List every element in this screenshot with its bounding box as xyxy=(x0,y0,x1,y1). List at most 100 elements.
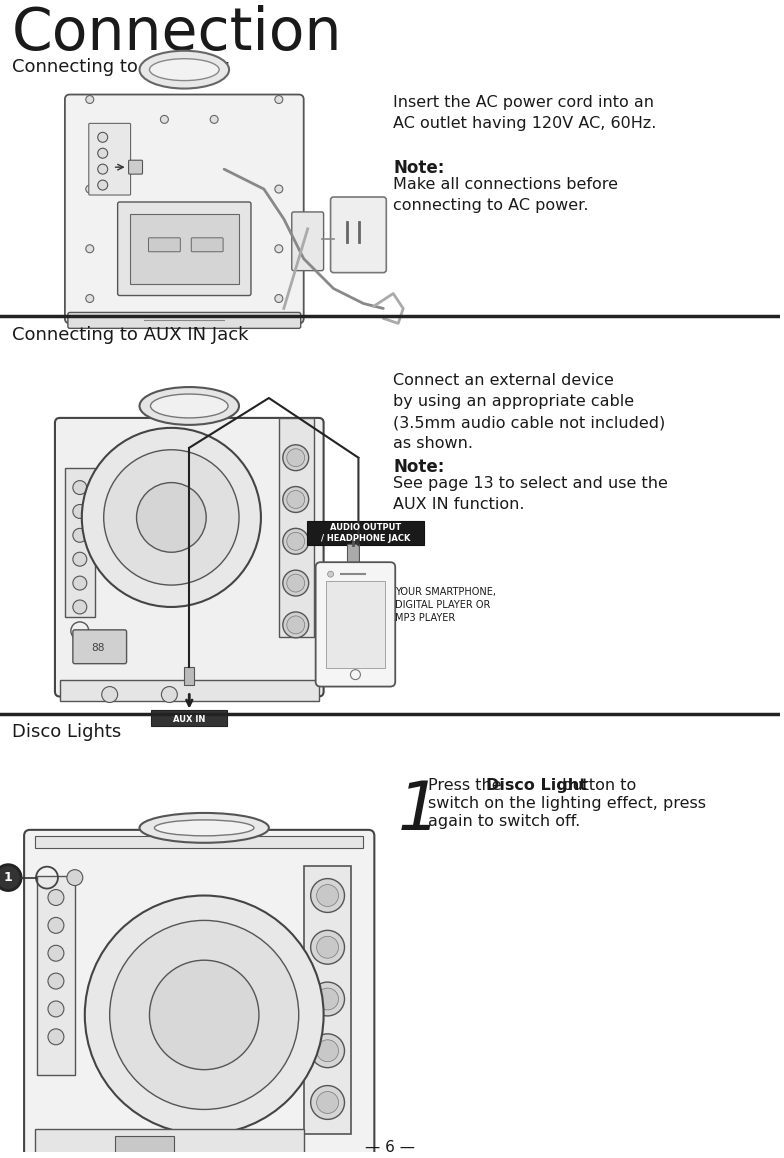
FancyBboxPatch shape xyxy=(89,124,131,195)
Bar xyxy=(151,711,227,726)
Circle shape xyxy=(283,528,309,555)
Bar xyxy=(303,866,351,1135)
FancyBboxPatch shape xyxy=(292,212,324,271)
Circle shape xyxy=(73,552,87,566)
Circle shape xyxy=(73,505,87,519)
Circle shape xyxy=(317,937,339,958)
Bar xyxy=(35,1129,303,1158)
Text: AUX IN: AUX IN xyxy=(173,714,205,724)
Circle shape xyxy=(275,185,283,193)
Text: Note:: Note: xyxy=(394,159,445,177)
Circle shape xyxy=(98,132,107,142)
Text: Press the: Press the xyxy=(428,778,506,793)
Text: Make all connections before
connecting to AC power.: Make all connections before connecting t… xyxy=(394,177,619,213)
Circle shape xyxy=(85,244,94,252)
Circle shape xyxy=(48,889,64,906)
Text: AUDIO OUTPUT
/ HEADPHONE JACK: AUDIO OUTPUT / HEADPHONE JACK xyxy=(321,523,410,543)
Bar xyxy=(65,468,95,617)
Text: switch on the lighting effect, press: switch on the lighting effect, press xyxy=(428,796,706,811)
Circle shape xyxy=(328,571,333,577)
Circle shape xyxy=(317,1092,339,1114)
Circle shape xyxy=(48,945,64,961)
Circle shape xyxy=(287,491,305,508)
Circle shape xyxy=(85,895,324,1135)
FancyBboxPatch shape xyxy=(129,160,143,174)
FancyBboxPatch shape xyxy=(55,418,324,696)
Text: Disco Light: Disco Light xyxy=(486,778,586,793)
Circle shape xyxy=(85,185,94,193)
Ellipse shape xyxy=(154,820,254,836)
Circle shape xyxy=(275,294,283,302)
Bar xyxy=(184,667,194,684)
Circle shape xyxy=(98,148,107,159)
Circle shape xyxy=(85,294,94,302)
Circle shape xyxy=(73,528,87,542)
Text: See page 13 to select and use the
AUX IN function.: See page 13 to select and use the AUX IN… xyxy=(394,476,668,512)
Circle shape xyxy=(82,427,261,607)
Circle shape xyxy=(150,960,259,1070)
Circle shape xyxy=(317,988,339,1010)
Circle shape xyxy=(48,1028,64,1045)
FancyBboxPatch shape xyxy=(73,630,126,664)
Bar xyxy=(37,875,74,1075)
Circle shape xyxy=(283,486,309,513)
Text: YOUR SMARTPHONE,
DIGITAL PLAYER OR
MP3 PLAYER: YOUR SMARTPHONE, DIGITAL PLAYER OR MP3 P… xyxy=(395,587,496,623)
Bar xyxy=(129,214,239,284)
Circle shape xyxy=(136,483,206,552)
Text: — 6 —: — 6 — xyxy=(365,1141,416,1156)
Circle shape xyxy=(310,982,344,1016)
Circle shape xyxy=(0,865,21,891)
Circle shape xyxy=(283,570,309,596)
Text: 88: 88 xyxy=(91,643,104,653)
Ellipse shape xyxy=(140,813,269,843)
Text: Note:: Note: xyxy=(394,457,445,476)
Bar xyxy=(60,680,318,702)
Circle shape xyxy=(85,95,94,103)
FancyBboxPatch shape xyxy=(148,237,180,251)
Circle shape xyxy=(310,1085,344,1120)
FancyBboxPatch shape xyxy=(347,544,359,577)
Circle shape xyxy=(275,244,283,252)
Ellipse shape xyxy=(140,387,239,425)
Circle shape xyxy=(210,116,218,124)
Circle shape xyxy=(161,116,169,124)
Text: again to switch off.: again to switch off. xyxy=(428,814,580,829)
Text: Connect an external device
by using an appropriate cable
(3.5mm audio cable not : Connect an external device by using an a… xyxy=(394,373,666,452)
Ellipse shape xyxy=(150,59,219,81)
Ellipse shape xyxy=(151,394,228,418)
Circle shape xyxy=(287,533,305,550)
FancyBboxPatch shape xyxy=(316,562,395,687)
Circle shape xyxy=(98,164,107,174)
Ellipse shape xyxy=(140,51,229,88)
Circle shape xyxy=(317,1040,339,1062)
Bar xyxy=(325,581,385,668)
Circle shape xyxy=(73,481,87,494)
Circle shape xyxy=(275,95,283,103)
Circle shape xyxy=(73,577,87,591)
FancyBboxPatch shape xyxy=(118,201,251,295)
Circle shape xyxy=(310,879,344,913)
FancyBboxPatch shape xyxy=(191,237,223,251)
Circle shape xyxy=(110,921,299,1109)
Text: Connection: Connection xyxy=(13,5,343,63)
Circle shape xyxy=(310,930,344,965)
Bar xyxy=(35,836,364,848)
Circle shape xyxy=(48,973,64,989)
Circle shape xyxy=(102,687,118,703)
Text: 1: 1 xyxy=(398,778,441,844)
Circle shape xyxy=(103,449,239,585)
Text: 1: 1 xyxy=(4,871,13,884)
Circle shape xyxy=(283,445,309,470)
Circle shape xyxy=(287,449,305,467)
Circle shape xyxy=(67,870,83,886)
Circle shape xyxy=(287,574,305,592)
Text: Connecting to AC Power: Connecting to AC Power xyxy=(13,58,229,75)
Text: Connecting to AUX IN Jack: Connecting to AUX IN Jack xyxy=(13,327,249,344)
Circle shape xyxy=(287,616,305,633)
Text: button to: button to xyxy=(557,778,637,793)
Bar xyxy=(307,521,424,545)
Circle shape xyxy=(73,600,87,614)
Circle shape xyxy=(48,1001,64,1017)
Circle shape xyxy=(317,885,339,907)
FancyBboxPatch shape xyxy=(331,197,387,272)
